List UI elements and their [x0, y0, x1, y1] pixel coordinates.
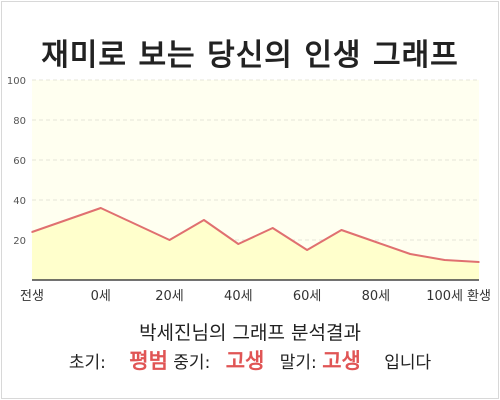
suffix-text: 입니다	[384, 353, 432, 373]
data-point	[443, 259, 446, 261]
chart-title: 재미로 보는 당신의 인생 그래프	[41, 38, 459, 73]
data-point	[203, 219, 205, 221]
x-tick-label: 40세	[224, 289, 253, 304]
data-point	[375, 241, 377, 243]
early-label: 초기:	[68, 353, 106, 373]
x-tick-label: 60세	[293, 289, 322, 304]
data-point	[340, 229, 343, 231]
y-tick-label: 20	[13, 236, 26, 247]
mid-label: 중기:	[173, 353, 211, 373]
x-tick-label: 0세	[91, 289, 111, 304]
x-tick-label: 전생	[20, 289, 44, 304]
y-tick-label: 100	[7, 76, 26, 87]
analysis-summary: 초기: 평범 중기: 고생 말기: 고생 입니다	[0, 345, 500, 375]
y-tick-label: 60	[13, 156, 26, 167]
area-fill	[32, 208, 479, 280]
data-point	[237, 243, 240, 245]
x-tick-label: 20세	[155, 289, 184, 304]
x-tick-label: 100세	[426, 289, 463, 304]
late-value: 고생	[322, 349, 361, 373]
data-point	[409, 253, 412, 255]
y-tick-label: 40	[13, 196, 26, 207]
data-point	[99, 207, 102, 209]
mid-value: 고생	[225, 349, 265, 373]
x-tick-label: 80세	[362, 289, 391, 304]
early-value: 평범	[129, 349, 168, 373]
y-tick-label: 80	[13, 116, 26, 127]
late-label: 말기:	[279, 353, 317, 373]
x-tick-label: 환생	[467, 289, 491, 304]
series-line	[31, 207, 480, 263]
data-point	[271, 227, 274, 229]
data-point	[31, 231, 33, 233]
data-point	[306, 249, 308, 251]
data-point	[478, 261, 480, 263]
data-point	[168, 239, 171, 241]
analysis-heading: 박세진님의 그래프 분석결과	[139, 322, 361, 344]
